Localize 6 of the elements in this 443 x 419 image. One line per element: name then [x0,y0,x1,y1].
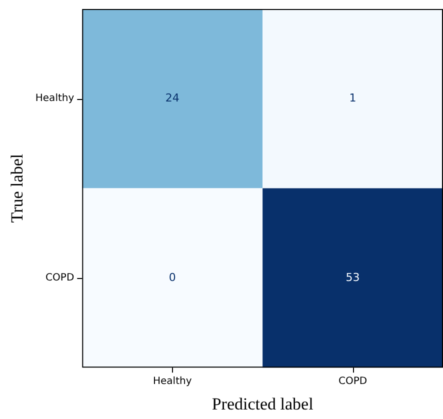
data-label: 53 [346,270,360,284]
data-label: 1 [349,92,356,105]
data-label: 0 [168,270,176,284]
y-axis-title: True label [8,154,27,223]
data-label: 24 [165,92,180,105]
x-axis-title: Predicted label [212,394,314,414]
